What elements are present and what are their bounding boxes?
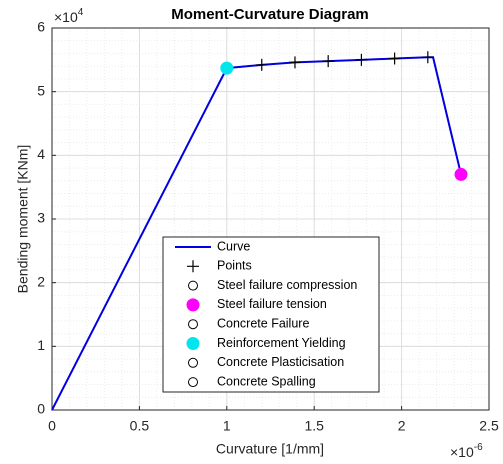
x-tick-label: 2: [398, 418, 406, 434]
y-tick-label: 1: [37, 337, 45, 353]
plus-marker: [255, 58, 268, 71]
legend-label: Steel failure compression: [217, 278, 357, 292]
x-tick-label: 1: [223, 418, 231, 434]
legend-label: Curve: [217, 239, 250, 253]
plus-marker: [421, 51, 434, 64]
y-tick-label: 2: [37, 273, 45, 289]
plus-marker: [288, 56, 301, 69]
plus-marker: [355, 53, 368, 66]
dot-marker: [454, 167, 468, 181]
y-axis-label: Bending moment [KNm]: [15, 145, 31, 294]
plus-stroke: [388, 52, 401, 65]
x-tick-label: 0: [48, 418, 56, 434]
x-axis-label: Curvature [1/mm]: [216, 441, 324, 457]
y-tick-label: 3: [37, 210, 45, 226]
dot-marker: [220, 61, 234, 75]
plus-marker: [187, 260, 199, 273]
circle-marker: [188, 319, 198, 330]
plus-marker: [388, 52, 401, 65]
y-tick-label: 0: [37, 401, 45, 417]
y-tick-label: 4: [37, 146, 45, 162]
x-tick-label: 2.5: [479, 418, 499, 434]
legend-label: Concrete Spalling: [217, 374, 316, 388]
y-multiplier-base: ×10: [54, 9, 78, 25]
plus-marker: [322, 55, 335, 68]
x-multiplier: ×10-6: [450, 442, 483, 460]
dot-marker: [186, 337, 200, 350]
plus-stroke: [187, 260, 199, 273]
legend: Curve Points Steel failure compression Stee…: [162, 236, 380, 393]
y-tick-label: 6: [37, 19, 45, 35]
legend-label: Concrete Failure: [217, 316, 309, 330]
y-multiplier: ×104: [54, 7, 84, 25]
x-multiplier-exponent: -6: [474, 442, 483, 453]
x-tick-label: 0.5: [130, 418, 150, 434]
legend-box: [162, 236, 380, 393]
plus-stroke: [322, 55, 335, 68]
plot-frame: [51, 27, 490, 411]
y-tick-label: 5: [37, 82, 45, 98]
plus-stroke: [421, 51, 434, 64]
x-tick-label: 1.5: [304, 418, 324, 434]
plus-stroke: [255, 58, 268, 71]
circle-marker: [188, 377, 198, 388]
circle-marker: [188, 357, 198, 368]
dot-marker: [186, 298, 200, 312]
circle-marker: [188, 280, 198, 291]
legend-label: Reinforcement Yielding: [217, 336, 346, 350]
chart-title: Moment-Curvature Diagram: [171, 6, 369, 23]
x-multiplier-base: ×10: [450, 444, 474, 460]
legend-label: Points: [217, 259, 252, 273]
plus-stroke: [288, 56, 301, 69]
legend-label: Concrete Plasticisation: [217, 355, 344, 369]
plus-stroke: [355, 53, 368, 66]
legend-label: Steel failure tension: [217, 297, 327, 311]
y-multiplier-exponent: 4: [78, 7, 84, 18]
